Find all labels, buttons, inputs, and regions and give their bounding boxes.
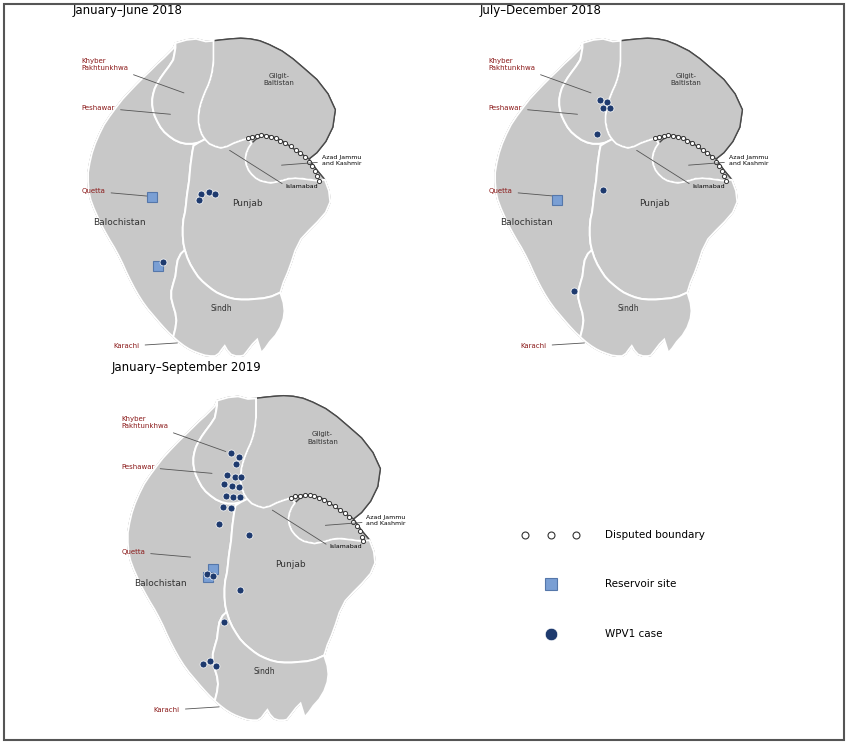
- Polygon shape: [193, 397, 256, 504]
- Text: Punjab: Punjab: [232, 199, 262, 208]
- Text: Gilgit-
Baltistan: Gilgit- Baltistan: [307, 431, 338, 445]
- Text: January–September 2019: January–September 2019: [112, 361, 261, 374]
- Polygon shape: [288, 495, 370, 543]
- Polygon shape: [605, 38, 742, 159]
- Text: Gilgit-
Baltistan: Gilgit- Baltistan: [671, 73, 701, 86]
- Text: Islamabad: Islamabad: [329, 544, 362, 549]
- Text: Gilgit-
Baltistan: Gilgit- Baltistan: [264, 73, 294, 86]
- Polygon shape: [88, 38, 335, 356]
- Text: Punjab: Punjab: [275, 560, 305, 569]
- Text: Disputed boundary: Disputed boundary: [605, 530, 706, 540]
- Polygon shape: [171, 249, 284, 356]
- Text: Peshawar: Peshawar: [81, 105, 170, 115]
- Polygon shape: [495, 43, 605, 337]
- Polygon shape: [495, 38, 742, 356]
- Polygon shape: [560, 39, 621, 144]
- Polygon shape: [213, 612, 328, 720]
- Text: January–June 2018: January–June 2018: [72, 4, 182, 17]
- Polygon shape: [183, 138, 330, 300]
- Text: WPV1 case: WPV1 case: [605, 629, 663, 638]
- Text: Azad Jammu
and Kashmir: Azad Jammu and Kashmir: [728, 155, 768, 166]
- Text: Peshawar: Peshawar: [121, 464, 212, 473]
- Text: Karachi: Karachi: [153, 707, 219, 713]
- Text: Quetta: Quetta: [81, 188, 149, 196]
- Polygon shape: [245, 135, 325, 183]
- Text: July–December 2018: July–December 2018: [479, 4, 601, 17]
- Polygon shape: [590, 138, 737, 300]
- Text: Balochistan: Balochistan: [134, 580, 187, 589]
- Text: Azad Jammu
and Kashmir: Azad Jammu and Kashmir: [366, 516, 406, 526]
- Text: Karachi: Karachi: [521, 343, 584, 349]
- Text: Islamabad: Islamabad: [692, 184, 725, 188]
- Text: Punjab: Punjab: [639, 199, 669, 208]
- Text: Balochistan: Balochistan: [93, 218, 146, 227]
- Text: Quetta: Quetta: [488, 188, 556, 196]
- Polygon shape: [153, 39, 214, 144]
- Polygon shape: [578, 249, 691, 356]
- Text: Azad Jammu
and Kashmir: Azad Jammu and Kashmir: [321, 155, 361, 166]
- Text: Reservoir site: Reservoir site: [605, 580, 677, 589]
- Text: Sindh: Sindh: [617, 304, 639, 313]
- Text: Balochistan: Balochistan: [500, 218, 553, 227]
- Text: Khyber
Pakhtunkhwa: Khyber Pakhtunkhwa: [488, 58, 591, 93]
- Text: Quetta: Quetta: [121, 549, 191, 557]
- Polygon shape: [241, 396, 381, 519]
- Polygon shape: [88, 43, 198, 337]
- Polygon shape: [225, 498, 375, 663]
- Polygon shape: [652, 135, 732, 183]
- Text: Islamabad: Islamabad: [285, 184, 318, 188]
- Text: Sindh: Sindh: [210, 304, 232, 313]
- Polygon shape: [128, 396, 381, 720]
- Polygon shape: [128, 400, 241, 701]
- Polygon shape: [198, 38, 335, 159]
- Text: Khyber
Pakhtunkhwa: Khyber Pakhtunkhwa: [81, 58, 184, 93]
- Text: Karachi: Karachi: [114, 343, 177, 349]
- Text: Peshawar: Peshawar: [488, 105, 577, 115]
- Text: Sindh: Sindh: [254, 667, 275, 676]
- Text: Khyber
Pakhtunkhwa: Khyber Pakhtunkhwa: [121, 416, 226, 452]
